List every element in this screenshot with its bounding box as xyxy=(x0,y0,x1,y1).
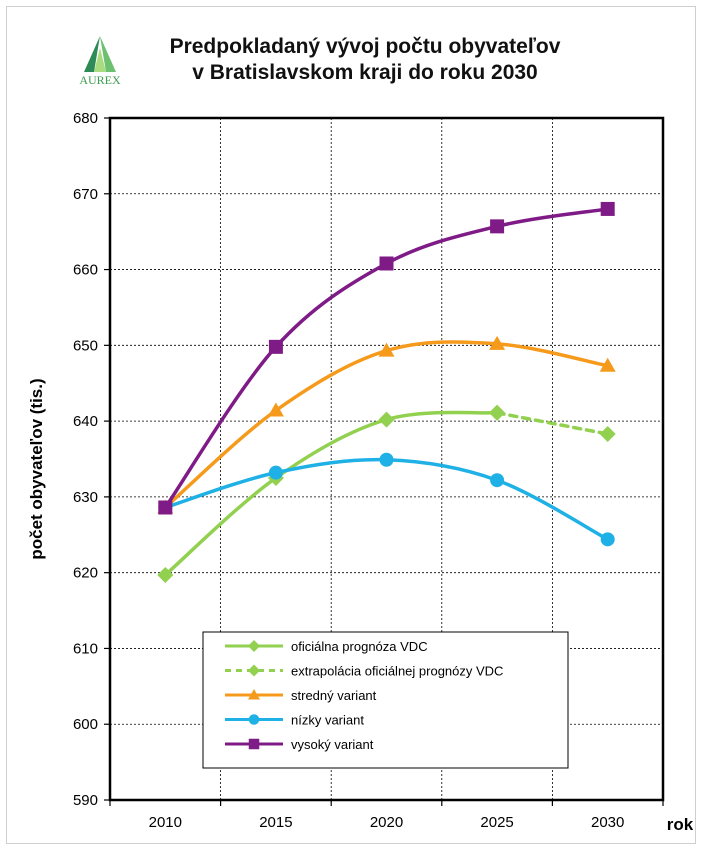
y-tick-label: 630 xyxy=(73,489,98,506)
x-tick-label: 2025 xyxy=(480,814,513,831)
y-axis-label: počet obyvateľov (tis.) xyxy=(27,378,46,559)
data-point xyxy=(379,452,394,467)
legend-label: stredný variant xyxy=(291,688,377,703)
data-point xyxy=(600,532,615,547)
y-tick-label: 640 xyxy=(73,413,98,430)
axis-layer: 590 600 610 620 630 640 650 660 670 680 2010 2015 20… xyxy=(73,110,664,831)
data-point xyxy=(600,201,615,216)
data-point xyxy=(378,411,395,428)
data-point xyxy=(599,357,616,372)
data-point xyxy=(490,219,505,234)
y-tick-label: 680 xyxy=(73,110,98,127)
x-tick-label: 2020 xyxy=(370,814,403,831)
legend-entry: stredný variant xyxy=(225,688,377,703)
legend-marker xyxy=(248,689,260,700)
legend-label: extrapolácia oficiálnej prognózy VDC xyxy=(291,664,503,679)
legend-label: vysoký variant xyxy=(291,737,374,752)
x-tick-label: 2010 xyxy=(149,814,182,831)
legend-marker xyxy=(248,714,260,725)
x-tick-label: 2030 xyxy=(591,814,624,831)
y-tick-label: 650 xyxy=(73,337,98,354)
data-point xyxy=(599,425,616,442)
legend: oficiálna prognóza VDC extrapolácia ofici… xyxy=(202,631,569,769)
data-point xyxy=(378,342,395,357)
data-point xyxy=(157,566,174,583)
legend-marker xyxy=(248,738,260,750)
series-circle xyxy=(158,452,615,547)
series-line xyxy=(163,207,610,510)
data-point xyxy=(489,335,506,350)
legend-label: nízky variant xyxy=(291,713,364,728)
data-point xyxy=(268,339,283,354)
legend-entry: nízky variant xyxy=(225,713,364,728)
series-line xyxy=(163,410,499,577)
chart-title-line-1: Predpokladaný vývoj počtu obyvateľov xyxy=(169,35,561,58)
series-line xyxy=(495,411,610,436)
y-tick-label: 620 xyxy=(73,565,98,582)
svg-text:AUREX: AUREX xyxy=(79,73,121,87)
x-axis-label: rok xyxy=(667,815,694,834)
chart-title: Predpokladaný vývoj počtu obyvateľov v B… xyxy=(130,34,600,86)
series-square xyxy=(158,201,615,515)
legend-entry: oficiálna prognóza VDC xyxy=(225,639,428,654)
legend-label: oficiálna prognóza VDC xyxy=(291,639,428,654)
series-diamond-dashed xyxy=(489,404,616,442)
legend-entry: extrapolácia oficiálnej prognózy VDC xyxy=(225,664,503,679)
y-tick-label: 660 xyxy=(73,262,98,279)
aurex-logo: AUREX xyxy=(79,36,121,87)
data-point xyxy=(267,402,284,417)
data-point xyxy=(489,404,506,421)
series-line xyxy=(163,457,610,542)
series-layer xyxy=(157,201,616,583)
legend-marker xyxy=(248,664,260,677)
y-tick-label: 610 xyxy=(73,640,98,657)
y-tick-label: 600 xyxy=(73,716,98,733)
x-tick-label: 2015 xyxy=(259,814,292,831)
data-point xyxy=(268,465,283,480)
chart-title-line-2: v Bratislavskom kraji do roku 2030 xyxy=(192,61,538,84)
y-tick-label: 670 xyxy=(73,186,98,203)
data-point xyxy=(379,256,394,271)
legend-entry: vysoký variant xyxy=(225,737,374,752)
plot-area xyxy=(108,116,665,802)
data-point xyxy=(158,500,173,515)
legend-marker xyxy=(248,640,260,652)
y-tick-label: 590 xyxy=(73,792,98,809)
data-point xyxy=(490,473,505,488)
